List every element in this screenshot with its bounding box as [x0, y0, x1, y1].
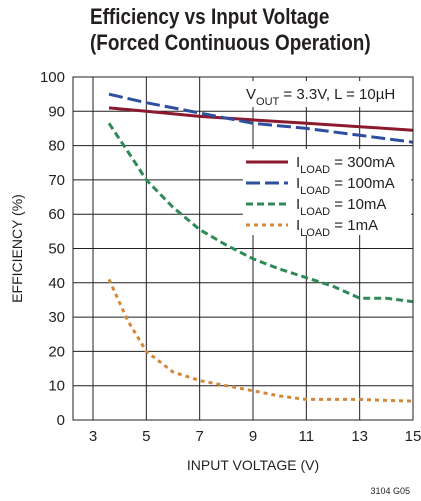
- x-tick-label: 9: [249, 428, 257, 445]
- y-tick-label: 80: [48, 138, 65, 155]
- y-tick-label: 0: [57, 412, 65, 429]
- plot-frame: [72, 76, 414, 421]
- x-axis-label: INPUT VOLTAGE (V): [187, 457, 319, 473]
- series-line-1: [108, 92, 414, 144]
- legend-label-0: ILOAD = 300mA: [296, 154, 395, 176]
- tick-labels: 0 10 20 30 40 50 60 70 80 90 100 3 5 7 9 11 13 15: [40, 69, 421, 445]
- legend-label-1: ILOAD = 100mA: [296, 175, 395, 197]
- series-line-3: [107, 278, 414, 403]
- y-tick-label: 100: [40, 69, 65, 86]
- y-tick-label: 20: [48, 343, 65, 360]
- y-tick-label: 30: [48, 309, 65, 326]
- y-tick-label: 50: [48, 241, 65, 258]
- x-tick-label: 7: [195, 428, 203, 445]
- condition-label-background: [240, 81, 412, 107]
- x-tick-label: 3: [89, 428, 97, 445]
- legend-label-3: ILOAD = 1mA: [296, 217, 378, 239]
- series-line-0: [108, 106, 414, 132]
- legend-label-2: ILOAD = 10mA: [296, 196, 386, 218]
- chart-title-line-1: Efficiency vs Input Voltage: [90, 4, 330, 29]
- series-group: [107, 92, 414, 403]
- grid: [73, 76, 414, 421]
- figure-id: 3104 G05: [370, 486, 410, 496]
- y-tick-label: 10: [48, 378, 65, 395]
- x-tick-label: 15: [405, 428, 421, 445]
- x-tick-label: 13: [351, 428, 368, 445]
- chart-title-line-2: (Forced Continuous Operation): [90, 30, 371, 55]
- y-tick-label: 90: [48, 103, 65, 120]
- y-tick-label: 70: [48, 172, 65, 189]
- y-axis-label: EFFICIENCY (%): [9, 194, 25, 303]
- x-tick-label: 5: [142, 428, 150, 445]
- y-tick-label: 40: [48, 275, 65, 292]
- condition-label: VOUT = 3.3V, L = 10µH: [246, 86, 395, 108]
- x-tick-label: 11: [299, 428, 315, 445]
- y-tick-label: 60: [48, 206, 65, 223]
- chart-title: Efficiency vs Input Voltage (Forced Cont…: [90, 4, 371, 56]
- series-line-2: [107, 122, 414, 304]
